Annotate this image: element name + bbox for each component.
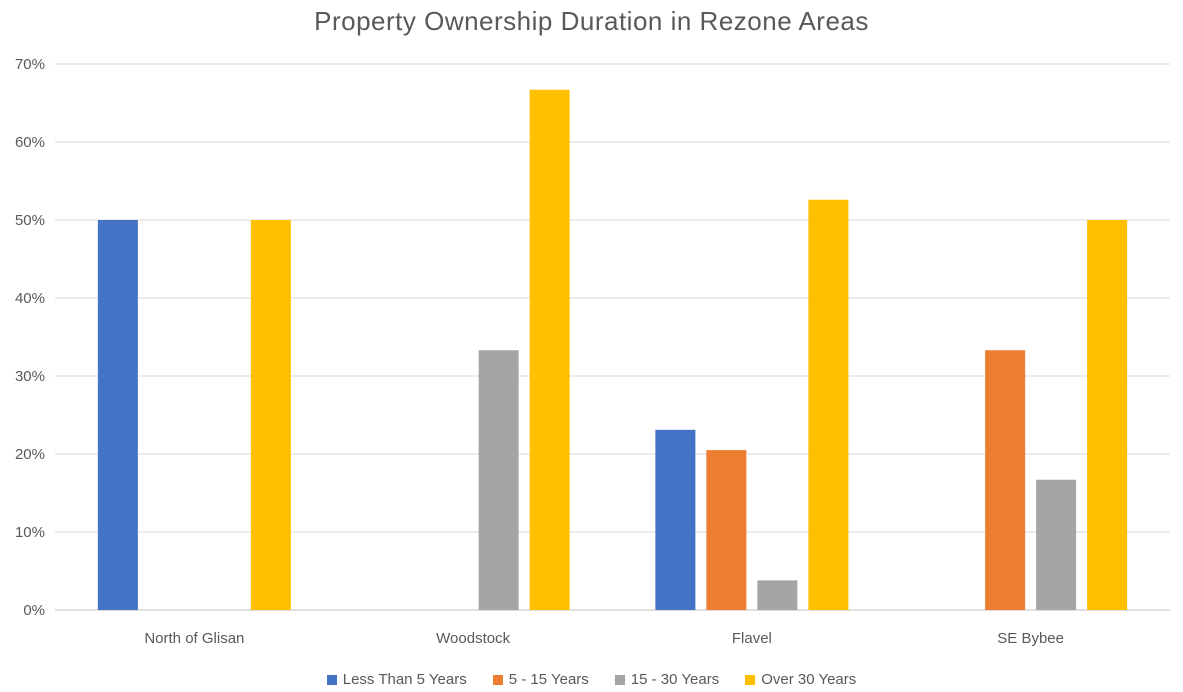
legend-label: 5 - 15 Years bbox=[508, 671, 589, 688]
bar bbox=[529, 89, 570, 611]
y-tick-label: 20% bbox=[15, 446, 45, 463]
chart-title: Property Ownership Duration in Rezone Ar… bbox=[314, 6, 869, 36]
legend-label: Over 30 Years bbox=[761, 671, 857, 688]
legend-item: 5 - 15 Years bbox=[492, 671, 589, 688]
bar bbox=[655, 429, 696, 610]
legend-swatch bbox=[492, 674, 503, 685]
gridlines bbox=[55, 63, 1170, 611]
legend-swatch bbox=[614, 674, 625, 685]
legend-label: 15 - 30 Years bbox=[630, 671, 720, 688]
bar bbox=[1036, 479, 1077, 610]
bars bbox=[97, 89, 1128, 611]
y-axis: 0% 10% 20% 30% 40% 50% 60% 70% bbox=[15, 56, 45, 619]
x-tick-label: Flavel bbox=[732, 630, 772, 647]
y-tick-label: 60% bbox=[15, 134, 45, 151]
y-tick-label: 0% bbox=[23, 602, 45, 619]
legend-swatch bbox=[326, 674, 337, 685]
y-tick-label: 40% bbox=[15, 290, 45, 307]
y-tick-label: 50% bbox=[15, 212, 45, 229]
legend-swatch bbox=[745, 674, 756, 685]
y-tick-label: 70% bbox=[15, 56, 45, 73]
bar bbox=[985, 350, 1026, 610]
x-axis: North of Glisan Woodstock Flavel SE Bybee bbox=[144, 630, 1064, 647]
legend-label: Less Than 5 Years bbox=[342, 671, 467, 688]
bar bbox=[97, 220, 138, 610]
legend: Less Than 5 Years 5 - 15 Years 15 - 30 Yea… bbox=[0, 671, 1183, 688]
bar bbox=[1087, 220, 1128, 610]
bar bbox=[250, 220, 291, 610]
bar bbox=[478, 350, 519, 610]
y-tick-label: 30% bbox=[15, 368, 45, 385]
x-tick-label: North of Glisan bbox=[144, 630, 244, 647]
bar bbox=[808, 199, 849, 610]
bar bbox=[706, 450, 747, 610]
x-tick-label: SE Bybee bbox=[997, 630, 1064, 647]
x-tick-label: Woodstock bbox=[436, 630, 510, 647]
y-tick-label: 10% bbox=[15, 524, 45, 541]
bar bbox=[757, 580, 798, 610]
legend-item: Over 30 Years bbox=[745, 671, 856, 688]
legend-item: Less Than 5 Years bbox=[326, 671, 467, 688]
legend-item: 15 - 30 Years bbox=[614, 671, 720, 688]
